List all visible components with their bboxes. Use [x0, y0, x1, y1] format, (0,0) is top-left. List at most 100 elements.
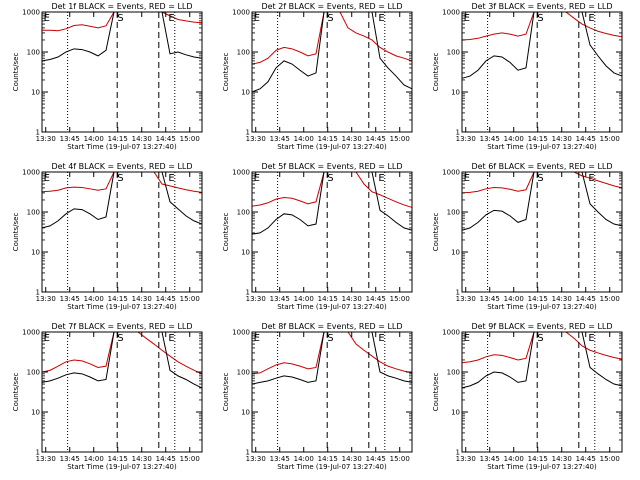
x-tick-label: 15:00: [390, 295, 410, 303]
plot-frame: [461, 171, 623, 293]
y-tick-label: 10: [451, 409, 460, 417]
x-tick-label: 15:00: [390, 455, 410, 463]
x-tick-label: 13:45: [60, 135, 80, 143]
x-tick-label: 14:00: [84, 135, 104, 143]
x-tick-label: 13:45: [480, 295, 500, 303]
x-axis-label: Start Time (19-Jul-07 13:27:40): [67, 143, 177, 151]
y-tick-label: 1: [36, 129, 40, 137]
panel-title: Det 3f BLACK = Events, RED = LLD: [471, 2, 612, 11]
x-tick-label: 14:30: [132, 295, 152, 303]
x-tick-label: 14:30: [552, 295, 572, 303]
marker-label-e: E: [588, 173, 594, 184]
x-tick-label: 14:00: [294, 295, 314, 303]
y-axis-label: Counts/sec: [12, 213, 20, 252]
x-tick-label: 14:00: [294, 455, 314, 463]
marker-label-e: E: [254, 333, 260, 344]
x-tick-label: 13:45: [270, 455, 290, 463]
y-tick-label: 1000: [232, 169, 250, 177]
x-tick-label: 14:15: [528, 135, 548, 143]
marker-label-e: E: [588, 13, 594, 24]
panel-title: Det 9f BLACK = Events, RED = LLD: [471, 322, 612, 331]
x-tick-label: 13:30: [456, 455, 476, 463]
marker-label-s: S: [537, 173, 543, 184]
y-tick-label: 1000: [232, 329, 250, 337]
marker-label-s: S: [117, 333, 123, 344]
x-tick-label: 13:45: [60, 295, 80, 303]
x-tick-label: 14:30: [342, 135, 362, 143]
x-tick-label: 13:45: [60, 455, 80, 463]
x-tick-label: 15:00: [600, 135, 620, 143]
y-tick-label: 1: [246, 289, 250, 297]
panel-title: Det 6f BLACK = Events, RED = LLD: [471, 162, 612, 171]
x-tick-label: 15:00: [180, 455, 200, 463]
x-tick-label: 13:30: [246, 295, 266, 303]
x-tick-label: 14:45: [576, 135, 596, 143]
plot-frame: [251, 11, 413, 133]
y-tick-label: 10: [31, 89, 40, 97]
x-tick-label: 13:30: [36, 455, 56, 463]
x-tick-label: 14:45: [366, 135, 386, 143]
x-tick-label: 14:45: [366, 295, 386, 303]
panel-title: Det 7f BLACK = Events, RED = LLD: [51, 322, 192, 331]
y-tick-label: 10: [451, 249, 460, 257]
plot-frame: [461, 11, 623, 133]
x-tick-label: 13:30: [246, 455, 266, 463]
x-tick-label: 14:30: [132, 455, 152, 463]
x-tick-label: 13:45: [480, 455, 500, 463]
y-tick-label: 100: [237, 209, 250, 217]
x-tick-label: 14:30: [552, 455, 572, 463]
y-tick-label: 100: [237, 49, 250, 57]
marker-label-s: S: [117, 13, 123, 24]
y-tick-label: 1000: [22, 169, 40, 177]
marker-label-e: E: [464, 13, 470, 24]
marker-label-e: E: [464, 333, 470, 344]
x-tick-label: 14:00: [504, 455, 524, 463]
y-tick-label: 10: [241, 249, 250, 257]
y-tick-label: 10: [31, 249, 40, 257]
marker-label-s: S: [327, 333, 333, 344]
plot-frame: [251, 171, 413, 293]
x-tick-label: 13:45: [480, 135, 500, 143]
x-tick-label: 14:00: [504, 295, 524, 303]
x-tick-label: 14:15: [108, 295, 128, 303]
x-tick-label: 14:30: [342, 455, 362, 463]
x-axis-label: Start Time (19-Jul-07 13:27:40): [487, 463, 597, 471]
x-tick-label: 15:00: [390, 135, 410, 143]
marker-label-s: S: [327, 173, 333, 184]
y-axis-label: Counts/sec: [222, 53, 230, 92]
x-tick-label: 14:15: [318, 135, 338, 143]
x-tick-label: 14:00: [84, 455, 104, 463]
y-tick-label: 100: [447, 49, 460, 57]
marker-label-s: S: [117, 173, 123, 184]
x-tick-label: 14:45: [156, 295, 176, 303]
x-tick-label: 14:00: [84, 295, 104, 303]
panel-title: Det 1f BLACK = Events, RED = LLD: [51, 2, 192, 11]
y-tick-label: 1000: [442, 169, 460, 177]
x-tick-label: 14:15: [318, 295, 338, 303]
y-tick-label: 100: [27, 49, 40, 57]
marker-label-e: E: [378, 173, 384, 184]
y-tick-label: 1: [246, 129, 250, 137]
x-tick-label: 14:00: [504, 135, 524, 143]
y-tick-label: 1000: [22, 329, 40, 337]
marker-label-s: S: [537, 13, 543, 24]
x-tick-label: 15:00: [180, 135, 200, 143]
panel-title: Det 8f BLACK = Events, RED = LLD: [261, 322, 402, 331]
x-tick-label: 15:00: [180, 295, 200, 303]
plot-frame: [41, 171, 203, 293]
marker-label-e: E: [378, 13, 384, 24]
x-tick-label: 14:00: [294, 135, 314, 143]
marker-label-e: E: [168, 333, 174, 344]
marker-label-e: E: [44, 333, 50, 344]
marker-label-e: E: [254, 173, 260, 184]
x-tick-label: 15:00: [600, 455, 620, 463]
x-axis-label: Start Time (19-Jul-07 13:27:40): [277, 143, 387, 151]
y-tick-label: 1: [456, 129, 460, 137]
